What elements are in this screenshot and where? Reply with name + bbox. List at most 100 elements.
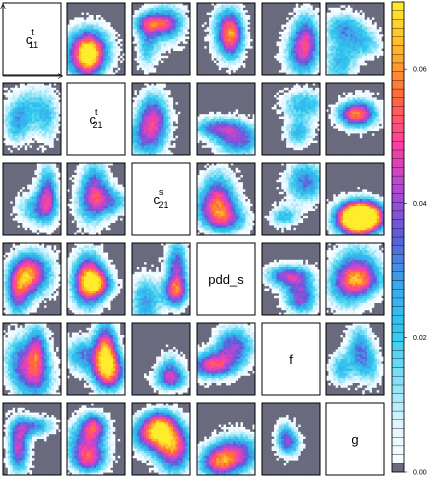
- density-cell: [17, 97, 21, 101]
- density-cell: [53, 123, 57, 127]
- density-cell: [139, 99, 142, 103]
- density-cell: [242, 70, 246, 73]
- density-cell: [112, 34, 116, 37]
- density-cell: [262, 3, 265, 6]
- density-cell: [381, 58, 385, 61]
- density-cell: [278, 43, 282, 47]
- density-cell: [15, 85, 18, 89]
- density-cell: [173, 27, 176, 30]
- density-cell: [182, 87, 186, 91]
- density-cell: [74, 41, 77, 45]
- density-cell: [177, 31, 181, 35]
- density-cell: [158, 39, 162, 42]
- density-cell: [281, 5, 285, 9]
- density-cell: [374, 10, 378, 13]
- density-cell: [300, 12, 304, 16]
- density-cell: [242, 63, 246, 66]
- density-cell: [362, 53, 365, 57]
- density-cell: [86, 51, 90, 54]
- density-cell: [180, 3, 184, 6]
- density-cell: [34, 119, 38, 122]
- density-cell: [352, 3, 356, 6]
- density-cell: [144, 39, 147, 42]
- density-cell: [173, 51, 176, 54]
- density-cell: [158, 92, 162, 96]
- density-cell: [199, 67, 203, 71]
- density-cell: [27, 107, 30, 110]
- density-cell: [32, 99, 35, 103]
- density-cell: [41, 147, 45, 151]
- density-cell: [271, 17, 275, 21]
- density-cell: [165, 51, 169, 54]
- density-cell: [281, 67, 285, 71]
- density-cell: [173, 10, 176, 13]
- density-cell: [264, 12, 268, 16]
- density-cell: [209, 41, 212, 45]
- density-cell: [146, 55, 150, 59]
- density-cell: [146, 12, 150, 16]
- density-cell: [355, 48, 358, 52]
- density-cell: [139, 22, 142, 25]
- density-cell: [134, 67, 138, 71]
- density-cell: [100, 72, 104, 76]
- density-cell: [180, 7, 184, 11]
- density-cell: [132, 7, 135, 11]
- density-cell: [168, 85, 171, 89]
- density-cell: [364, 46, 368, 49]
- density-cell: [48, 138, 52, 141]
- density-cell: [245, 3, 249, 6]
- density-cell: [134, 111, 138, 115]
- density-cells: [326, 3, 385, 76]
- density-cell: [303, 55, 306, 59]
- density-cell: [161, 31, 164, 35]
- density-cell: [105, 43, 109, 47]
- density-cell: [32, 87, 35, 91]
- density-cell: [39, 150, 42, 153]
- density-cell: [32, 147, 35, 151]
- density-cell: [355, 5, 358, 9]
- density-cell: [5, 133, 9, 137]
- density-cell: [51, 143, 55, 146]
- density-cell: [286, 41, 289, 45]
- density-cell: [211, 67, 215, 71]
- density-cell: [333, 17, 336, 21]
- density-cell: [74, 24, 77, 28]
- density-cell: [175, 138, 179, 141]
- density-cell: [269, 3, 272, 6]
- density-cell: [177, 48, 181, 52]
- density-cell: [56, 114, 59, 117]
- density-cell: [81, 46, 85, 49]
- density-cell: [175, 3, 179, 6]
- density-cell: [180, 90, 184, 93]
- density-cell: [156, 72, 159, 76]
- density-cell: [288, 27, 292, 30]
- density-cell: [91, 70, 94, 73]
- density-cell: [347, 48, 351, 52]
- density-cell: [247, 41, 251, 45]
- density-cell: [238, 65, 241, 69]
- density-cell: [141, 48, 145, 52]
- density-cell: [197, 65, 200, 69]
- density-cell: [39, 140, 42, 144]
- density-cell: [326, 55, 329, 59]
- density-cell: [120, 19, 123, 23]
- density-cell: [5, 111, 9, 115]
- density-cell: [223, 27, 227, 30]
- density-cell: [298, 46, 301, 49]
- density-cell: [158, 97, 162, 101]
- density-cell: [374, 31, 378, 35]
- density-cell: [240, 39, 244, 42]
- density-cell: [286, 27, 289, 30]
- density-cell: [22, 87, 26, 91]
- density-cell: [367, 60, 370, 64]
- density-cell: [206, 51, 210, 54]
- density-cell: [156, 15, 159, 18]
- density-cell: [153, 145, 157, 149]
- density-cell: [330, 27, 334, 30]
- density-cell: [81, 34, 85, 37]
- density-cell: [91, 17, 94, 21]
- density-cell: [182, 123, 186, 127]
- density-cell: [24, 85, 28, 89]
- density-cell: [132, 19, 135, 23]
- density-cell: [247, 48, 251, 52]
